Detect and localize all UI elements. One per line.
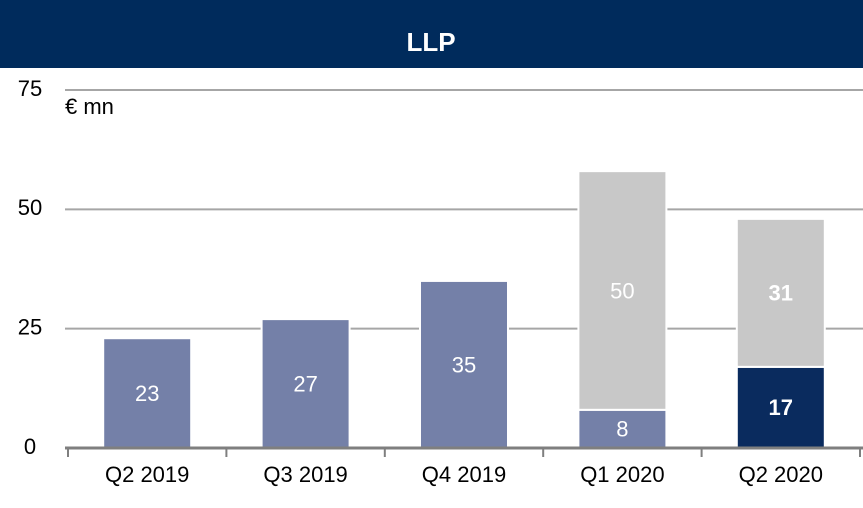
bar-segment bbox=[577, 170, 668, 411]
x-tick-label: Q1 2020 bbox=[580, 462, 664, 487]
value-label: 50 bbox=[610, 278, 634, 303]
value-label: 23 bbox=[135, 381, 159, 406]
y-tick-label: 50 bbox=[18, 195, 42, 220]
chart-title: LLP bbox=[406, 27, 455, 57]
x-tick-label: Q4 2019 bbox=[422, 462, 506, 487]
bar-segment bbox=[260, 318, 351, 449]
value-label: 8 bbox=[616, 417, 628, 442]
value-label: 31 bbox=[769, 281, 793, 306]
x-tick-label: Q3 2019 bbox=[263, 462, 347, 487]
y-tick-label: 0 bbox=[24, 434, 36, 459]
value-label: 17 bbox=[769, 395, 793, 420]
bar-segment bbox=[735, 217, 826, 368]
value-label: 27 bbox=[293, 371, 317, 396]
x-tick-label: Q2 2020 bbox=[739, 462, 823, 487]
bar-segment bbox=[735, 365, 826, 449]
y-tick-label: 25 bbox=[18, 314, 42, 339]
value-label: 35 bbox=[452, 352, 476, 377]
title-bar bbox=[0, 0, 863, 68]
y-tick-label: 75 bbox=[18, 76, 42, 101]
x-tick-label: Q2 2019 bbox=[105, 462, 189, 487]
y-unit: € mn bbox=[65, 94, 114, 119]
bar-segment bbox=[419, 279, 509, 449]
